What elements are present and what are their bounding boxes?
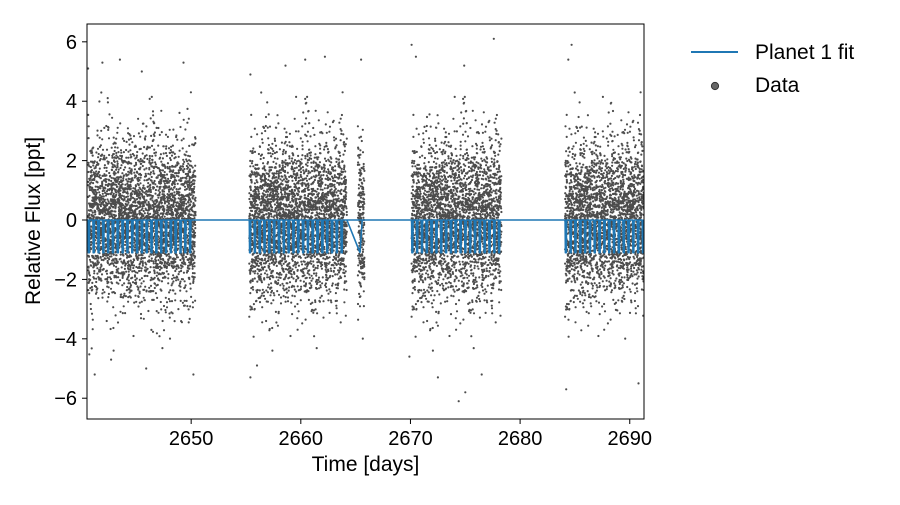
legend-label-data: Data: [755, 74, 800, 97]
y-tick-label: −6: [54, 388, 77, 410]
y-axis-label: Relative Flux [ppt]: [22, 137, 45, 305]
plot-frame: [86, 23, 645, 420]
y-tick-label: −4: [54, 329, 77, 351]
planet-fit-line: [87, 219, 644, 254]
x-tick-label: 2690: [607, 428, 652, 450]
data-points: [87, 37, 644, 403]
x-tick-label: 2650: [169, 428, 214, 450]
planet-fit-curve: [87, 219, 644, 254]
legend-label-fit: Planet 1 fit: [755, 41, 854, 64]
y-tick-label: 2: [66, 151, 77, 173]
y-axis-ticks: −6 −4 −2 0 2 4 6: [54, 32, 87, 410]
planet-fit-long-transit: [346, 219, 363, 253]
y-tick-label: −2: [54, 269, 77, 291]
legend: Planet 1 fit Data: [691, 41, 854, 97]
x-axis-label: Time [days]: [312, 453, 420, 476]
x-axis-ticks: 2650 2660 2670 2680 2690: [169, 419, 652, 450]
x-tick-label: 2660: [279, 428, 324, 450]
data-scatter-points: [87, 37, 644, 403]
y-tick-label: 4: [66, 91, 77, 113]
legend-dot-swatch: [710, 81, 720, 91]
x-tick-label: 2680: [498, 428, 543, 450]
y-tick-label: 0: [66, 210, 77, 232]
y-tick-label: 6: [66, 32, 77, 54]
x-tick-label: 2670: [388, 428, 433, 450]
